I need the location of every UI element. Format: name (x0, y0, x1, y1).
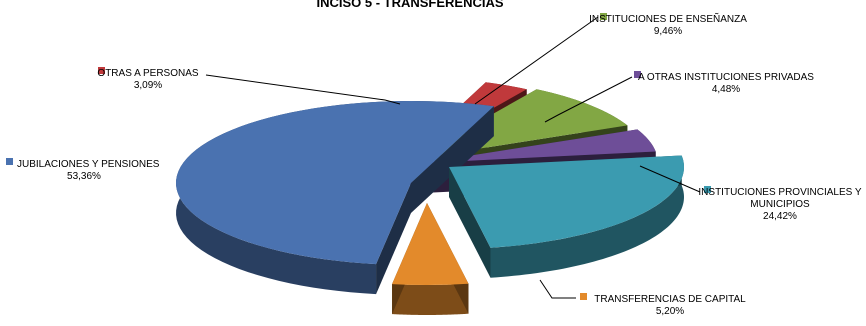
legend-swatch-a-otras-instituciones-privadas (634, 71, 641, 78)
slice-value-otras-a-personas: 3,09% (134, 80, 162, 91)
slice-value-instituciones-provinciales-y-municipios: 24,42% (763, 211, 797, 222)
chart-title: INCISO 5 - TRANSFERENCIAS (316, 0, 503, 10)
leader-line-instituciones-de-ensenanza (474, 16, 599, 105)
slice-top (423, 129, 656, 163)
slice-value-a-otras-instituciones-privadas: 4,48% (712, 84, 740, 95)
slice-side-wall (490, 155, 684, 278)
leader-line-otras-a-personas (205, 74, 401, 105)
slice-end-wall (411, 106, 494, 213)
legend-swatch-instituciones-de-ensenanza (600, 13, 607, 20)
slice-transferencias-de-capital (392, 203, 469, 315)
legend-swatch-instituciones-provinciales-y-municipios (704, 186, 711, 193)
leader-line-transferencias-de-capital (539, 279, 576, 299)
slice-value-jubilaciones-y-pensiones: 53,36% (67, 171, 101, 182)
slices-layer (175, 82, 685, 315)
slice-label-jubilaciones-y-pensiones: JUBILACIONES Y PENSIONES (17, 159, 160, 170)
slice-end-wall (449, 167, 491, 278)
slice-start-wall (376, 183, 411, 295)
slice-label-instituciones-provinciales-y-municipios: INSTITUCIONES PROVINCIALES Y MUNICIPIOS (698, 187, 862, 210)
slice-instituciones-provinciales-y-municipios (449, 155, 685, 278)
slice-top (175, 101, 494, 265)
leader-line-a-otras-instituciones-privadas (544, 76, 633, 123)
slice-label-otras-a-personas: OTRAS A PERSONAS (97, 68, 198, 79)
slice-top (449, 155, 685, 248)
slice-jubilaciones-y-pensiones (175, 101, 494, 295)
slice-label-a-otras-instituciones-privadas: A OTRAS INSTITUCIONES PRIVADAS (638, 72, 814, 83)
legend-swatch-jubilaciones-y-pensiones (6, 158, 13, 165)
slice-value-instituciones-de-ensenanza: 9,46% (654, 26, 682, 37)
slice-label-transferencias-de-capital: TRANSFERENCIAS DE CAPITAL (594, 294, 746, 305)
slice-top (392, 203, 469, 286)
slice-value-transferencias-de-capital: 5,20% (656, 306, 684, 317)
legend-swatch-transferencias-de-capital (580, 293, 587, 300)
slice-label-instituciones-de-ensenanza: INSTITUCIONES DE ENSEÑANZA (589, 12, 747, 25)
leader-line-instituciones-provinciales-y-municipios (639, 165, 701, 193)
legend-swatch-otras-a-personas (98, 67, 105, 74)
slice-side-wall (392, 283, 469, 315)
